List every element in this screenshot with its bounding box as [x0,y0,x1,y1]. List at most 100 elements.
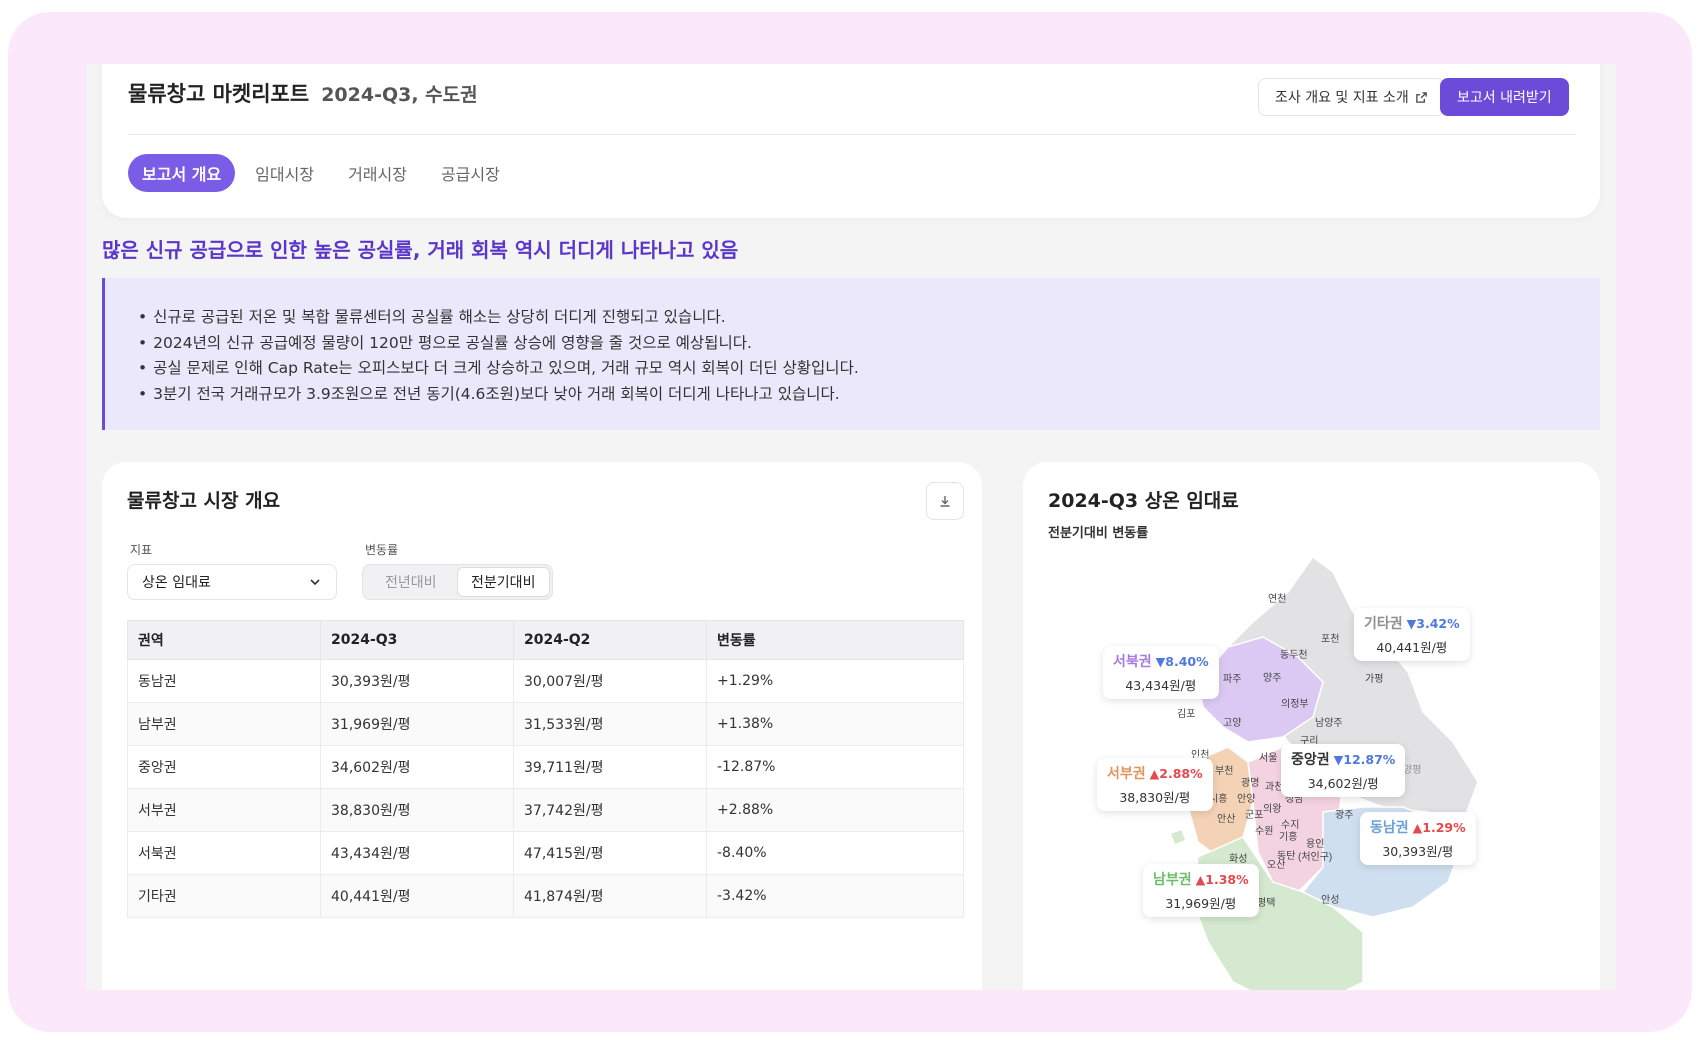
market-overview-table: 권역 2024-Q3 2024-Q2 변동률 동남권 30,393원/평 30,… [127,620,964,918]
place-label: 양주 [1263,672,1281,684]
column-header-region: 권역 [127,620,321,660]
map-region-northwest [1197,636,1324,743]
download-report-button[interactable]: 보고서 내려받기 [1440,78,1569,116]
callout-west: 서부권 ▲2.88% 38,830원/평 [1097,758,1213,811]
market-overview-title: 물류창고 시장 개요 [127,490,281,512]
callout-northwest: 서북권 ▼8.40% 43,434원/평 [1103,646,1219,699]
cell-q2: 30,007원/평 [513,659,707,703]
callout-central: 중앙권 ▼12.87% 34,602원/평 [1281,744,1406,797]
download-icon [940,496,950,507]
place-label: 포천 [1321,633,1339,645]
place-label: 김포 [1177,708,1195,720]
cell-q2: 39,711원/평 [513,745,707,789]
place-label: 화성 [1229,853,1247,865]
tab-bar: 보고서 개요 임대시장 거래시장 공급시장 [128,154,514,192]
callout-other: 기타권 ▼3.42% 40,441원/평 [1354,608,1470,661]
toggle-year-over-year[interactable]: 전년대비 [384,575,437,591]
callout-change: ▲2.88% [1149,766,1203,781]
page-title: 물류창고 마켓리포트 [128,82,310,106]
cell-region: 서부권 [127,788,321,832]
toggle-quarter-over-quarter[interactable]: 전분기대비 [456,567,550,597]
summary-item: 2024년의 신규 공급예정 물량이 120만 평으로 공실률 상승에 영향을 … [138,331,1600,357]
callout-region: 남부권 [1153,872,1192,888]
window-frame: 물류창고 마켓리포트 2024-Q3, 수도권 조사 개요 및 지표 소개 보고… [8,12,1692,1032]
callout-change: ▼3.42% [1406,616,1460,631]
place-label: 동탄 [1277,850,1295,862]
cell-change: -3.42% [706,874,964,918]
cell-q3: 30,393원/평 [320,659,514,703]
cell-q3: 40,441원/평 [320,874,514,918]
place-label: 과천 [1265,781,1283,793]
download-table-button[interactable] [926,482,964,520]
summary-box: 신규로 공급된 저온 및 복합 물류센터의 공실률 해소는 상당히 더디게 진행… [102,278,1600,430]
survey-overview-label: 조사 개요 및 지표 소개 [1275,90,1409,106]
place-label: 기흥 [1279,830,1297,843]
place-label: 오산 [1267,859,1285,871]
survey-overview-button[interactable]: 조사 개요 및 지표 소개 [1258,78,1445,116]
callout-value: 31,969원/평 [1165,896,1237,911]
cell-region: 동남권 [127,659,321,703]
cell-q2: 41,874원/평 [513,874,707,918]
table-row: 중앙권 34,602원/평 39,711원/평 -12.87% [127,745,964,789]
place-label: 수지 [1281,819,1299,831]
callout-value: 40,441원/평 [1376,640,1448,655]
place-label: 파주 [1223,673,1241,685]
callout-change: ▲1.38% [1195,872,1249,887]
callout-region: 동남권 [1370,820,1409,836]
place-label: 양평 [1403,764,1421,776]
summary-item: 신규로 공급된 저온 및 복합 물류센터의 공실률 해소는 상당히 더디게 진행… [138,305,1600,331]
callout-value: 43,434원/평 [1125,678,1197,693]
cell-change: +2.88% [706,788,964,832]
report-header: 물류창고 마켓리포트 2024-Q3, 수도권 조사 개요 및 지표 소개 보고… [102,64,1600,218]
report-page: 물류창고 마켓리포트 2024-Q3, 수도권 조사 개요 및 지표 소개 보고… [86,64,1616,990]
callout-region: 기타권 [1364,616,1403,632]
table-row: 동남권 30,393원/평 30,007원/평 +1.29% [127,659,964,703]
cell-q3: 31,969원/평 [320,702,514,746]
callout-southeast: 동남권 ▲1.29% 30,393원/평 [1360,812,1476,865]
place-label: (처인구) [1298,851,1332,863]
tab-rental-market[interactable]: 임대시장 [255,165,315,184]
cell-q2: 31,533원/평 [513,702,707,746]
place-label: 평택 [1257,897,1275,909]
external-link-icon [1415,91,1427,103]
place-label: 수원 [1255,825,1273,837]
tab-supply-market[interactable]: 공급시장 [440,165,500,184]
callout-region: 서북권 [1113,654,1152,670]
header-divider [128,134,1576,135]
cell-q3: 43,434원/평 [320,831,514,875]
cell-change: -12.87% [706,745,964,789]
cell-q2: 47,415원/평 [513,831,707,875]
callout-value: 30,393원/평 [1382,844,1454,859]
place-label: 부천 [1215,765,1233,777]
map-subtitle: 전분기대비 변동률 [1048,526,1149,541]
rent-map-card: 2024-Q3 상온 임대료 전분기대비 변동률 연천 포천 동두천 파주 양주 [1023,462,1600,990]
chevron-down-icon [310,579,320,586]
indicator-label: 지표 [130,543,153,557]
callout-value: 38,830원/평 [1119,790,1191,805]
cell-region: 서북권 [127,831,321,875]
callout-value: 34,602원/평 [1307,776,1379,791]
summary-list: 신규로 공급된 저온 및 복합 물류센터의 공실률 해소는 상당히 더디게 진행… [105,278,1600,407]
callout-south: 남부권 ▲1.38% 31,969원/평 [1143,864,1259,917]
column-header-q2: 2024-Q2 [513,620,707,660]
table-row: 서부권 38,830원/평 37,742원/평 +2.88% [127,788,964,832]
table-row: 기타권 40,441원/평 41,874원/평 -3.42% [127,874,964,918]
tab-report-overview[interactable]: 보고서 개요 [128,154,236,192]
place-label: 군포 [1245,809,1263,821]
column-header-change: 변동률 [706,620,964,660]
cell-region: 남부권 [127,702,321,746]
cell-change: -8.40% [706,831,964,875]
cell-change: +1.29% [706,659,964,703]
column-header-q3: 2024-Q3 [320,620,514,660]
place-label: 안양 [1237,793,1255,805]
gyeonggi-region-map: 연천 포천 동두천 파주 양주 가평 의정부 김포 고양 남양주 구리 인천 서… [1171,555,1479,990]
callout-change: ▼12.87% [1333,752,1396,767]
cell-region: 기타권 [127,874,321,918]
indicator-select[interactable]: 상온 임대료 [127,564,337,600]
change-period-toggle: 전년대비 전분기대비 [362,564,553,600]
change-rate-label: 변동률 [365,543,399,557]
tab-transaction-market[interactable]: 거래시장 [348,165,407,184]
place-label: 안성 [1321,894,1339,906]
cell-q3: 34,602원/평 [320,745,514,789]
place-label: 광명 [1241,777,1259,789]
